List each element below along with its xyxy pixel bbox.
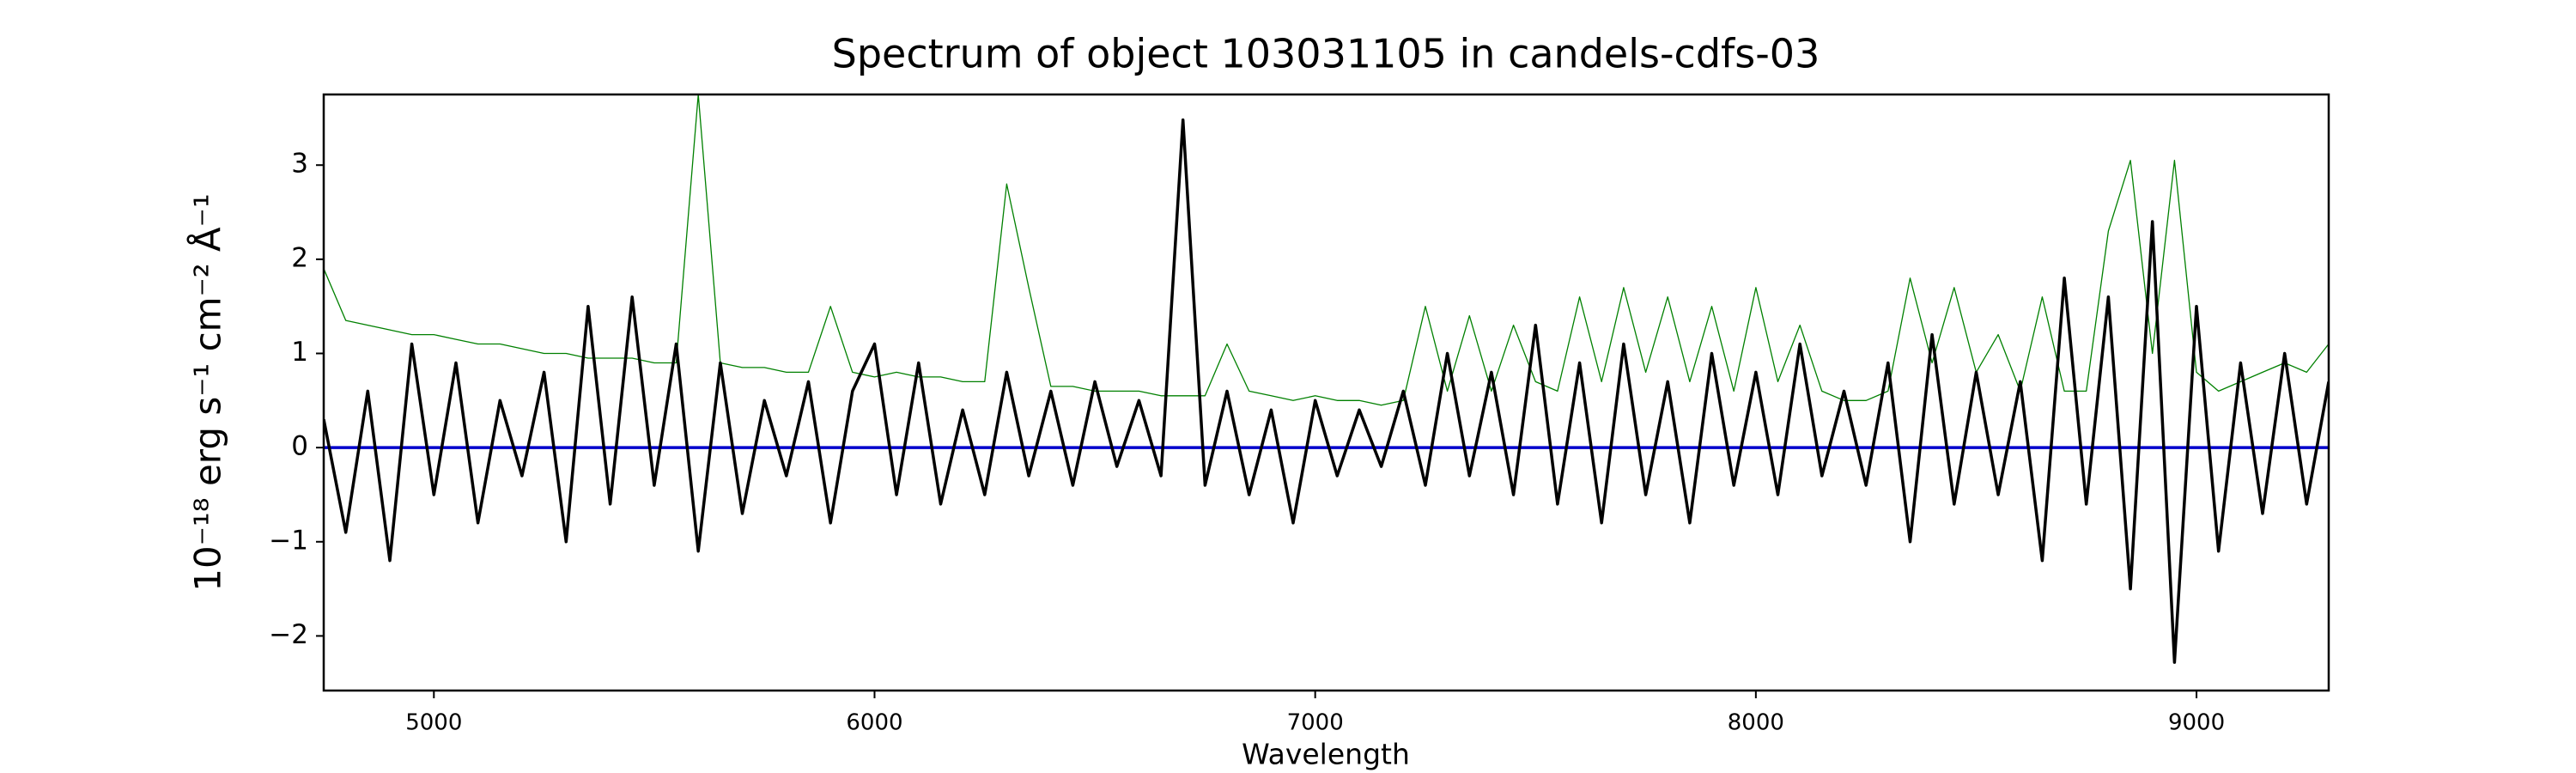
plot-area (324, 94, 2329, 664)
x-tick-label: 8000 (1728, 710, 1784, 736)
y-axis-label: 10⁻¹⁸ erg s⁻¹ cm⁻² Å⁻¹ (186, 193, 229, 591)
y-tick-label: −1 (269, 525, 308, 556)
x-tick-label: 7000 (1287, 710, 1344, 736)
x-axis-label: Wavelength (1242, 738, 1410, 771)
y-tick-label: 0 (291, 431, 308, 462)
spectrum-line (324, 94, 2329, 406)
y-tick-label: 2 (291, 242, 308, 273)
x-tick-label: 5000 (405, 710, 462, 736)
axes-frame (322, 93, 2330, 692)
x-tick-label: 6000 (846, 710, 902, 736)
y-tick-label: −2 (269, 619, 308, 650)
chart-title: Spectrum of object 103031105 in candels-… (832, 31, 1820, 77)
y-tick-label: 1 (291, 337, 308, 368)
y-tick-label: 3 (291, 149, 308, 180)
x-tick-label: 9000 (2168, 710, 2225, 736)
spectrum-line (324, 118, 2329, 664)
